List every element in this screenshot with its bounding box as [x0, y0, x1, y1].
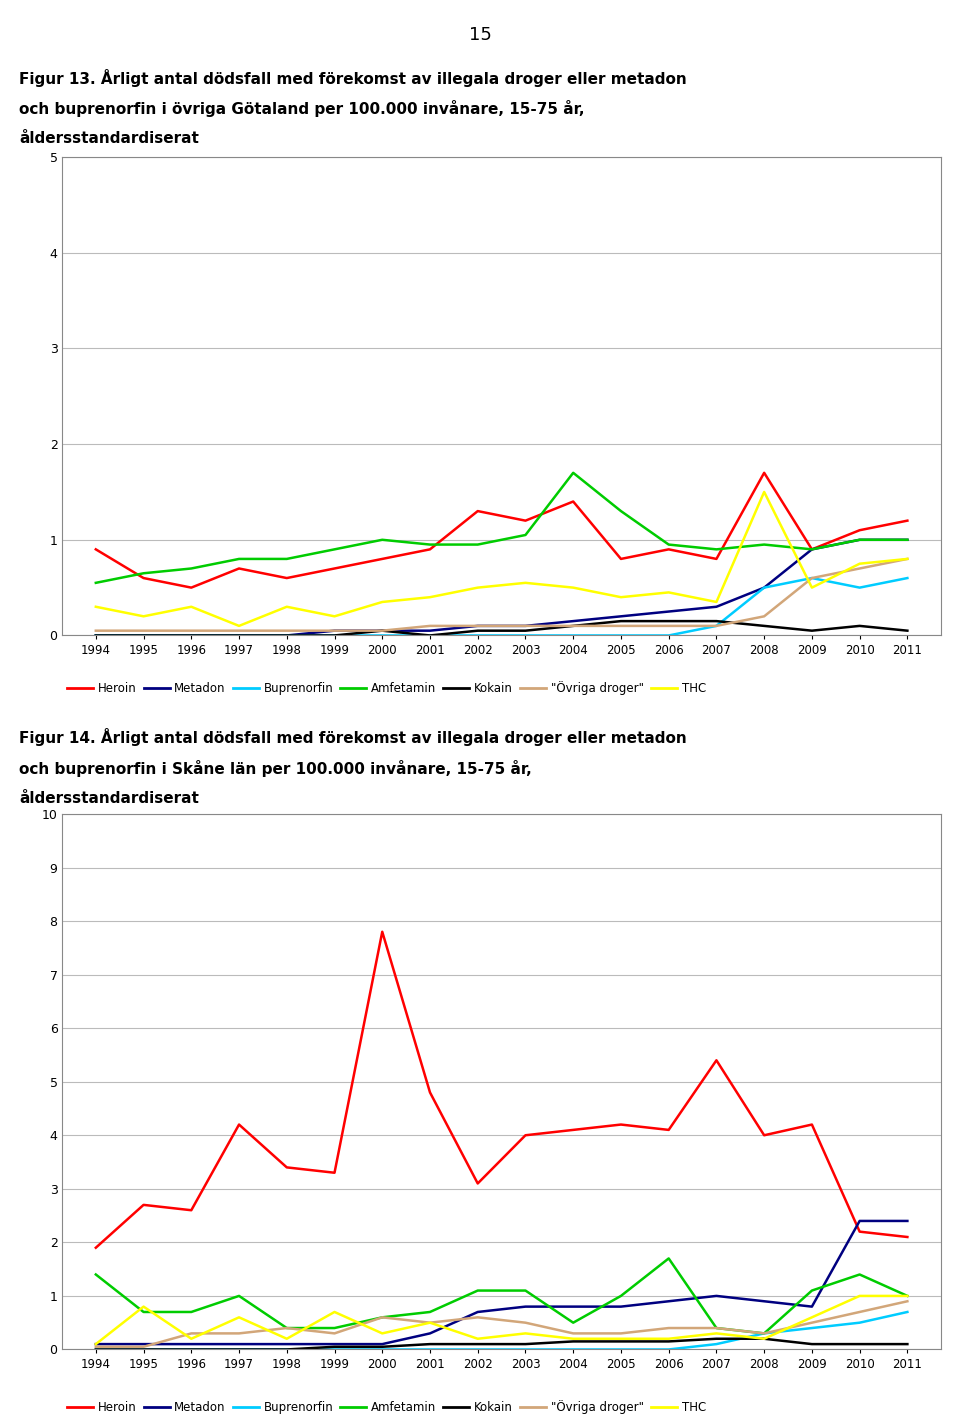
Text: och buprenorfin i Skåne län per 100.000 invånare, 15-75 år,: och buprenorfin i Skåne län per 100.000 …: [19, 760, 532, 777]
Text: och buprenorfin i övriga Götaland per 100.000 invånare, 15-75 år,: och buprenorfin i övriga Götaland per 10…: [19, 100, 585, 117]
Text: åldersstandardiserat: åldersstandardiserat: [19, 791, 199, 807]
Legend: Heroin, Metadon, Buprenorfin, Amfetamin, Kokain, "Övriga droger", THC: Heroin, Metadon, Buprenorfin, Amfetamin,…: [62, 675, 710, 700]
Text: Figur 14. Årligt antal dödsfall med förekomst av illegala droger eller metadon: Figur 14. Årligt antal dödsfall med före…: [19, 728, 687, 747]
Text: Figur 13. Årligt antal dödsfall med förekomst av illegala droger eller metadon: Figur 13. Årligt antal dödsfall med före…: [19, 69, 687, 87]
Legend: Heroin, Metadon, Buprenorfin, Amfetamin, Kokain, "Övriga droger", THC: Heroin, Metadon, Buprenorfin, Amfetamin,…: [62, 1395, 710, 1418]
Text: åldersstandardiserat: åldersstandardiserat: [19, 131, 199, 147]
Text: 15: 15: [468, 26, 492, 44]
